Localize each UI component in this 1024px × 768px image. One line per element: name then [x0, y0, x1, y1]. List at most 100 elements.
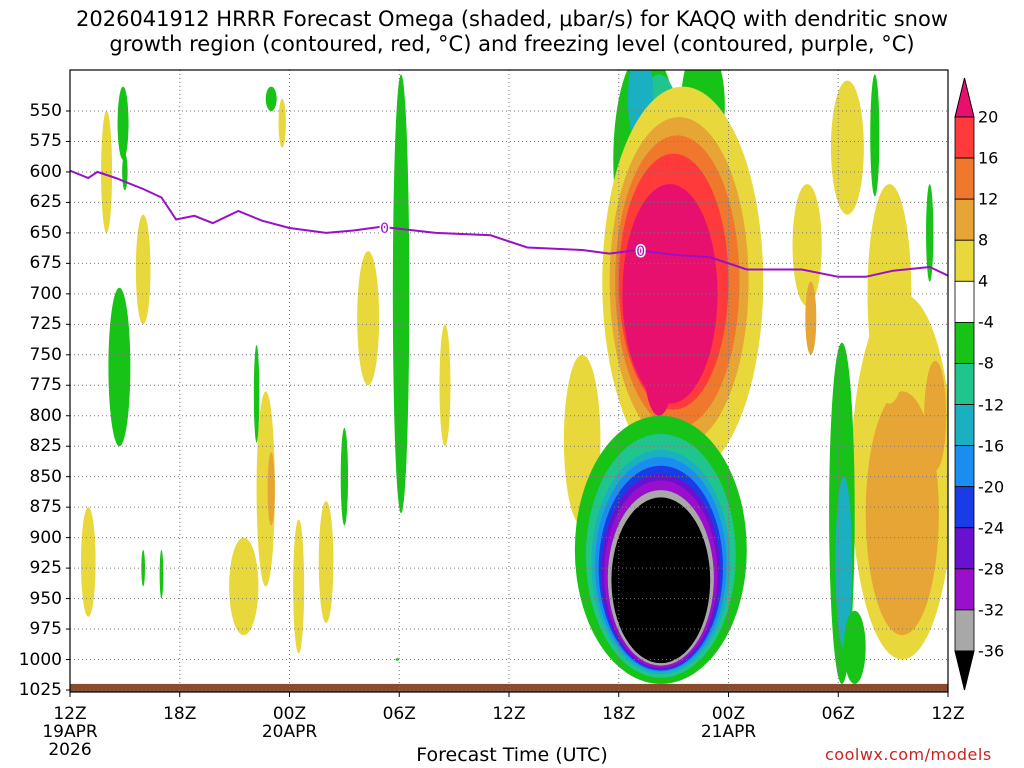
omega-patch	[253, 345, 260, 443]
y-tick-label: 850	[29, 466, 62, 487]
y-tick-label: 950	[29, 588, 62, 609]
omega-patch	[830, 80, 864, 215]
omega-patch	[395, 658, 400, 661]
x-tick-label: 00Z 21APR	[700, 704, 757, 742]
y-tick-label: 1025	[18, 680, 62, 700]
x-tick-label: 06Z	[821, 704, 855, 724]
x-tick-label: 06Z	[382, 704, 416, 724]
y-tick-label: 900	[29, 527, 62, 548]
colorbar-segment	[954, 77, 975, 118]
omega-patch	[108, 287, 131, 447]
colorbar-segment	[954, 609, 975, 652]
chart-title-line-1: 2026041912 HRRR Forecast Omega (shaded, …	[76, 7, 948, 31]
x-tick-label: 18Z	[163, 704, 197, 724]
colorbar-tick-label: -32	[978, 600, 1005, 620]
colorbar-segment	[954, 404, 975, 447]
omega-patch	[392, 74, 410, 514]
omega-patch	[870, 74, 880, 197]
freezing-level-contour: 00	[70, 169, 948, 278]
y-tick-label: 1000	[18, 649, 62, 670]
omega-patch	[805, 281, 817, 355]
y-tick-label: 825	[29, 436, 62, 457]
omega-patch	[439, 324, 451, 447]
omega-patch	[357, 251, 380, 386]
colorbar-segment	[954, 445, 975, 488]
omega-core-20b	[644, 318, 674, 416]
x-tick-label: 00Z 20APR	[261, 704, 318, 742]
omega-patch	[80, 507, 96, 617]
freezing-level-label: 0	[636, 244, 645, 260]
y-tick-label: 575	[29, 131, 62, 152]
omega-patch	[135, 214, 151, 325]
y-tick-label: 600	[29, 161, 62, 182]
omega-patch	[293, 519, 305, 654]
credit-text: coolwx.com/models	[825, 745, 992, 764]
freezing-level-label: 0	[380, 221, 389, 237]
y-tick-label: 625	[29, 192, 62, 213]
colorbar-tick-label: 12	[978, 189, 999, 209]
x-tick-label: 12Z	[492, 704, 526, 724]
colorbar-tick-label: -24	[978, 518, 1005, 538]
colorbar-segment	[954, 486, 975, 529]
colorbar-segment	[954, 527, 975, 570]
colorbar-tick-label: -16	[978, 436, 1005, 456]
colorbar-tick-label: -36	[978, 641, 1005, 661]
omega-patch	[229, 537, 259, 636]
colorbar	[954, 77, 975, 691]
colorbar-tick-label: -28	[978, 559, 1005, 579]
terrain-band	[70, 683, 948, 692]
omega-patch	[792, 184, 822, 307]
colorbar-tick-label: -12	[978, 395, 1005, 415]
colorbar-segment	[954, 280, 975, 323]
colorbar-tick-label: 8	[978, 230, 989, 250]
colorbar-segment	[954, 116, 975, 159]
colorbar-segment	[954, 321, 975, 364]
chart-title-line-2: growth region (contoured, red, °C) and f…	[109, 32, 915, 56]
colorbar-tick-label: 20	[978, 107, 999, 127]
y-tick-label: 975	[29, 619, 62, 640]
y-tick-label: 650	[29, 222, 62, 243]
omega-patch	[159, 549, 164, 599]
omega-patch	[926, 184, 934, 282]
omega-patch	[267, 452, 275, 526]
omega-patch	[278, 98, 286, 148]
colorbar-segment	[954, 650, 975, 691]
colorbar-tick-label: 4	[978, 271, 989, 291]
colorbar-tick-label: -8	[978, 353, 994, 373]
omega-patch	[924, 360, 947, 471]
colorbar-tick-label: -20	[978, 477, 1005, 497]
omega-patch	[340, 427, 349, 526]
colorbar-segment	[954, 157, 975, 200]
y-tick-label: 550	[29, 101, 62, 121]
plot-frame	[69, 69, 949, 693]
omega-shaded-field	[70, 70, 948, 692]
y-tick-label: 775	[29, 375, 62, 396]
colorbar-segment	[954, 363, 975, 405]
y-tick-label: 750	[29, 344, 62, 365]
omega-patch	[117, 86, 129, 160]
colorbar-tick-label: -4	[978, 312, 994, 332]
y-tick-label: 675	[29, 253, 62, 274]
colorbar-segment	[954, 239, 975, 282]
omega-down-36	[611, 497, 711, 664]
x-tick-label: 12Z 19APR 2026	[42, 704, 98, 760]
y-tick-label: 700	[29, 283, 62, 304]
y-tick-label: 925	[29, 558, 62, 579]
colorbar-segment	[954, 198, 975, 241]
colorbar-segment	[954, 568, 975, 611]
omega-patch	[265, 86, 277, 111]
omega-patch	[141, 549, 145, 587]
omega-patch	[835, 476, 852, 648]
freezing-level-line	[70, 169, 948, 278]
omega-patch	[865, 391, 939, 636]
grid-lines	[66, 70, 949, 697]
x-tick-label: 12Z	[931, 704, 965, 724]
omega-patch	[867, 184, 912, 404]
omega-patch	[318, 501, 334, 623]
y-tick-label: 725	[29, 314, 62, 335]
y-tick-label: 800	[29, 405, 62, 426]
colorbar-tick-label: 16	[978, 148, 999, 168]
y-tick-label: 875	[29, 497, 62, 518]
x-tick-label: 18Z	[602, 704, 636, 724]
